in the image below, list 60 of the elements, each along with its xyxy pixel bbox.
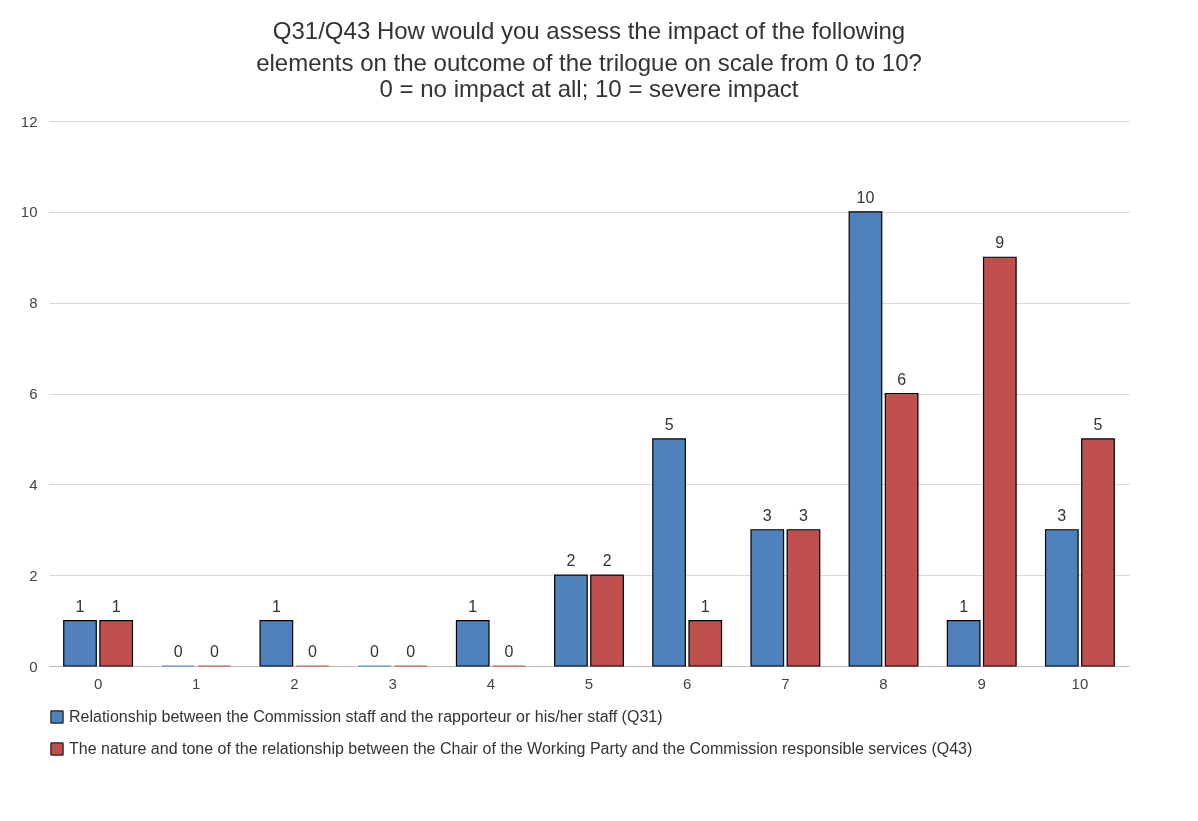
bar [688, 619, 723, 667]
data-label: 0 [370, 643, 380, 660]
data-label: 1 [700, 597, 710, 615]
x-tick-label: 8 [879, 674, 888, 692]
x-tick-label: 4 [486, 674, 495, 692]
bar [946, 619, 981, 667]
bar [786, 529, 821, 667]
data-label: 1 [111, 597, 121, 615]
y-tick-label: 2 [29, 566, 38, 584]
bar [848, 211, 883, 667]
data-label: 1 [468, 597, 478, 615]
chart-subtitle: 0 = no impact at all; 10 = severe impact [379, 75, 799, 102]
x-tick-label: 5 [584, 674, 594, 692]
data-label: 5 [664, 415, 674, 433]
x-tick-label: 3 [388, 674, 397, 692]
x-tick-label: 0 [93, 674, 103, 692]
data-label: 3 [1057, 506, 1067, 524]
bar [982, 256, 1017, 667]
y-tick-label: 10 [20, 203, 38, 221]
data-label: 9 [995, 234, 1005, 252]
data-label: 3 [799, 506, 808, 524]
data-label: 2 [566, 552, 576, 570]
data-label: 1 [75, 597, 85, 615]
data-label: 0 [504, 643, 514, 660]
data-label: 0 [209, 643, 219, 660]
x-tick-label: 7 [781, 674, 790, 692]
data-label: 5 [1093, 415, 1103, 433]
bar [1044, 529, 1079, 667]
chart-title: Q31/Q43 How would you assess the impact of the following elements on the outcome of the trilogue on scale from 0 to 10? [256, 17, 922, 76]
bar [750, 529, 785, 667]
data-label: 6 [897, 370, 907, 388]
data-label: 0 [308, 643, 318, 660]
legend-label: Relationship between the Commission staff and the rapporteur or his/her staff (Q31) [69, 708, 663, 725]
bar [259, 619, 294, 667]
x-tick-label: 9 [977, 674, 986, 692]
data-label: 0 [173, 643, 183, 660]
x-tick-label: 10 [1071, 674, 1089, 692]
bar [1081, 438, 1115, 667]
data-label: 1 [271, 597, 281, 615]
data-label: 2 [602, 552, 612, 570]
y-tick-label: 12 [20, 112, 38, 130]
data-label: 10 [856, 188, 875, 206]
data-label: 0 [406, 643, 416, 660]
x-tick-label: 1 [192, 674, 201, 692]
bar [554, 574, 588, 667]
bar [652, 438, 686, 667]
y-tick-label: 0 [29, 657, 38, 675]
legend-label: The nature and tone of the relationship between the Chair of the Working Party and the Commission responsible services (Q43) [69, 740, 973, 757]
bar [455, 619, 490, 667]
bar [884, 392, 919, 667]
bar [590, 574, 624, 667]
data-label: 3 [762, 506, 772, 524]
y-tick-label: 4 [29, 475, 38, 493]
y-tick-label: 8 [29, 294, 38, 312]
x-tick-label: 6 [683, 674, 692, 692]
data-label: 1 [959, 597, 969, 615]
bar [63, 619, 97, 667]
x-tick-label: 2 [290, 674, 299, 692]
bar [99, 619, 134, 667]
y-tick-label: 6 [29, 385, 38, 402]
